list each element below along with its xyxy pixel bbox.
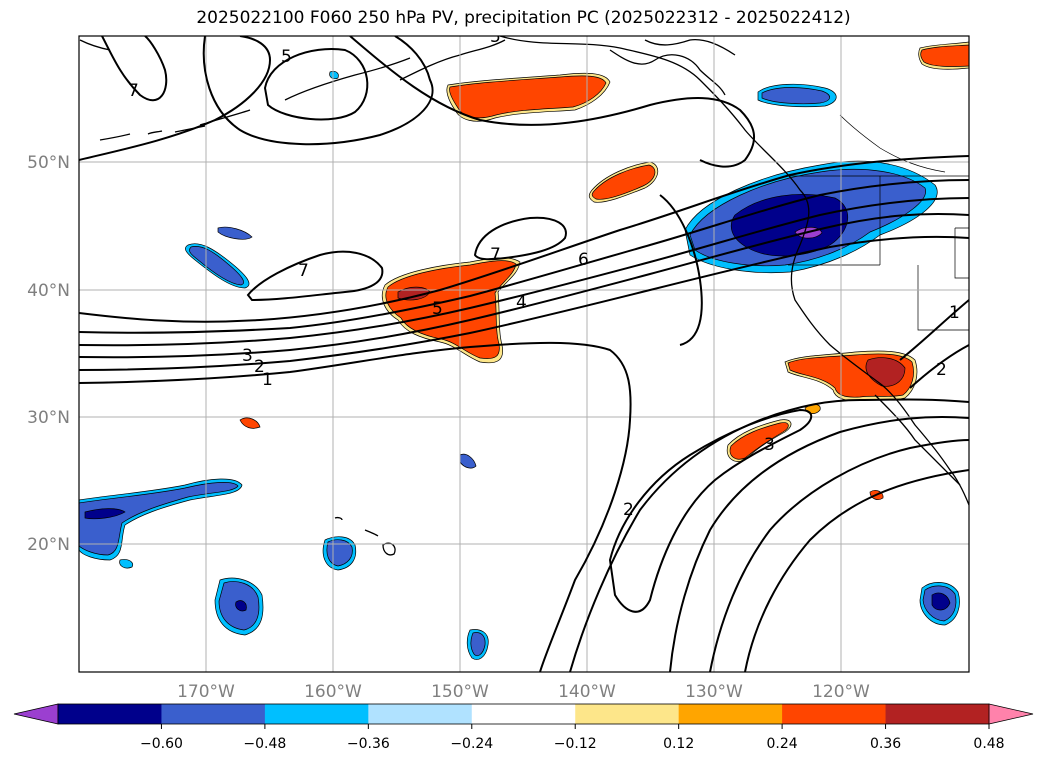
contour-label: 5: [432, 299, 443, 319]
lat-label-40n: 40°N: [27, 281, 70, 301]
colorbar-swatch: [782, 704, 887, 724]
pv-contour-low-aleutian: [263, 48, 369, 121]
colorbar-tick-label: 0.24: [767, 736, 798, 752]
lat-label-50n: 50°N: [27, 153, 70, 173]
contour-label: 5: [490, 27, 501, 47]
colorbar-swatch: [885, 704, 990, 724]
colorbar-swatch: [575, 704, 680, 724]
colorbar-outline: [57, 703, 990, 725]
contour-label: 2: [936, 360, 947, 380]
contour-label: 5: [281, 47, 292, 67]
colorbar-extend-left: [13, 703, 59, 725]
contour-label: 1: [262, 370, 273, 390]
colorbar-tick-label: 0.12: [663, 736, 694, 752]
contour-label: 7: [490, 245, 501, 265]
pv-contour-7-central: [473, 216, 567, 261]
colorbar-extend-right: [988, 703, 1034, 725]
colorbar-swatch: [58, 704, 162, 724]
contour-label: 4: [516, 293, 527, 313]
contour-label: 7: [298, 261, 309, 281]
pv-contour-7-west: [246, 250, 384, 302]
contour-label: 6: [578, 250, 589, 270]
pv-contour-mid-6: [79, 341, 632, 672]
colorbar-tick-label: 0.48: [973, 736, 1004, 752]
figure-title: 2025022100 F060 250 hPa PV, precipitatio…: [196, 8, 851, 28]
colorbar-swatch: [678, 704, 783, 724]
contour-label: 3: [764, 435, 775, 455]
contour-label: 2: [623, 500, 634, 520]
colorbar-tick-label: −0.12: [554, 736, 597, 752]
lat-label-20n: 20°N: [27, 535, 70, 555]
colorbar-tick-label: −0.36: [347, 736, 390, 752]
contour-label: 3: [242, 346, 253, 366]
gridlines: [79, 36, 969, 672]
lon-label-140w: 140°W: [558, 682, 616, 702]
lon-label-170w: 170°W: [177, 682, 235, 702]
colorbar-tick-label: −0.60: [140, 736, 183, 752]
pv-contour-mid-3: [79, 197, 969, 347]
lat-tick-labels: 50°N 40°N 30°N 20°N: [27, 153, 70, 555]
lon-label-150w: 150°W: [431, 682, 489, 702]
contour-labels: 5 5 7 7 7 6 4 5 3 2 1 1 2 3 2: [128, 27, 960, 520]
colorbar-tick-label: 0.36: [870, 736, 901, 752]
lon-label-130w: 130°W: [685, 682, 743, 702]
contour-label: 2: [254, 357, 265, 377]
political-borders: [785, 114, 969, 331]
colorbar-swatch: [264, 704, 369, 724]
colorbar-swatch: [161, 704, 266, 724]
pv-contour-mid-4: [79, 212, 969, 359]
lon-label-160w: 160°W: [304, 682, 362, 702]
map-frame: [78, 35, 970, 673]
lon-label-120w: 120°W: [812, 682, 870, 702]
positive-precip-areas: [239, 41, 969, 500]
lon-tick-labels: 170°W 160°W 150°W 140°W 130°W 120°W: [177, 682, 870, 702]
colorbar: −0.60 −0.48 −0.36 −0.24 −0.12 0.12 0.24 0.36 0.4…: [13, 703, 1034, 752]
pv-contour-mid-5: [79, 235, 969, 371]
lat-label-30n: 30°N: [27, 408, 70, 428]
colorbar-tick-label: −0.48: [243, 736, 286, 752]
contour-label: 7: [128, 81, 139, 101]
colorbar-swatch: [368, 704, 473, 724]
colorbar-swatch: [471, 704, 576, 724]
pv-contour-mid-1: [79, 155, 969, 323]
contour-label: 1: [949, 303, 960, 323]
pv-contour-mid-2: [79, 179, 969, 334]
pv-contours: [79, 36, 969, 672]
colorbar-tick-label: −0.24: [450, 736, 493, 752]
